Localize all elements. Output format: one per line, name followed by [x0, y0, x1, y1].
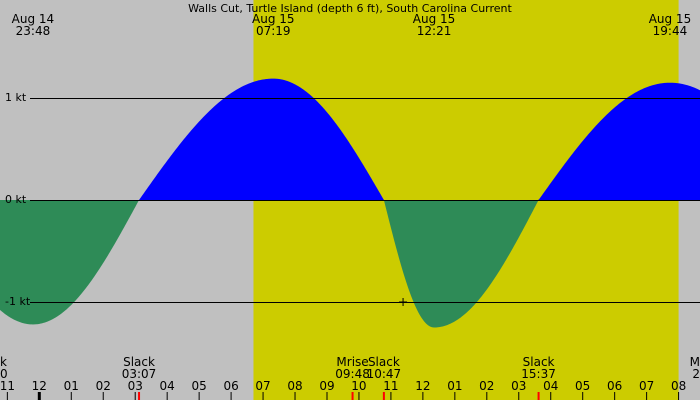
- top-label-time: 23:48: [16, 24, 51, 38]
- hour-tick-label: 10: [351, 379, 366, 393]
- hour-tick-label: 02: [479, 379, 494, 393]
- edge-event-time: 2: [692, 367, 700, 381]
- hour-tick-label: 07: [639, 379, 654, 393]
- hour-tick-label: 03: [511, 379, 526, 393]
- hour-tick-label: 09: [319, 379, 334, 393]
- event-tick: [351, 392, 354, 400]
- event-time: 03:07: [122, 367, 157, 381]
- event-time: 15:37: [521, 367, 556, 381]
- event-time: 09:48: [335, 367, 370, 381]
- y-tick-label: 1 kt: [5, 91, 27, 104]
- event-tick: [382, 392, 385, 400]
- event-tick: [138, 392, 141, 400]
- hour-tick-label: 02: [96, 379, 111, 393]
- y-tick-label: 0 kt: [5, 193, 27, 206]
- flood-current-area: [0, 78, 700, 200]
- top-label-time: 07:19: [256, 24, 291, 38]
- top-label-date: Aug 15: [649, 12, 692, 26]
- event-name: Mrise: [336, 355, 368, 369]
- hour-tick-label: 05: [575, 379, 590, 393]
- gridlines: 1 kt 0 kt -1 kt: [5, 91, 700, 308]
- event-time: 10:47: [367, 367, 402, 381]
- event-name: Slack: [523, 355, 555, 369]
- ebb-current-area: [0, 200, 700, 328]
- edge-event-name: k: [0, 355, 7, 369]
- midnight-marker: [37, 392, 41, 400]
- hour-tick-label: 04: [160, 379, 175, 393]
- top-label-date: Aug 15: [413, 12, 456, 26]
- event-tick: [537, 392, 540, 400]
- edge-event-time: 0: [0, 367, 8, 381]
- hour-tick-label: 01: [64, 379, 79, 393]
- y-tick-label: -1 kt: [5, 295, 31, 308]
- hour-tick-label: 08: [671, 379, 686, 393]
- cross-marker: [399, 298, 408, 306]
- top-label-date: Aug 15: [252, 12, 295, 26]
- hour-axis: 11 12 01 02 03 04 05 06 07 08 09 10 11 12 01 02 03 04 05 06…: [0, 379, 686, 400]
- top-label-time: 12:21: [417, 24, 452, 38]
- hour-tick-label: 08: [287, 379, 302, 393]
- top-label-time: 19:44: [653, 24, 688, 38]
- hour-tick-label: 05: [191, 379, 206, 393]
- top-label-date: Aug 14: [12, 12, 55, 26]
- hour-tick-label: 12: [32, 379, 47, 393]
- hour-tick-label: 07: [255, 379, 270, 393]
- event-name: Slack: [368, 355, 400, 369]
- hour-tick-label: 11: [0, 379, 15, 393]
- hour-tick-label: 11: [383, 379, 398, 393]
- bottom-event-labels: Slack03:07Mrise09:48Slack10:47Slack15:37…: [0, 355, 700, 381]
- chart-title: Walls Cut, Turtle Island (depth 6 ft), S…: [188, 2, 512, 15]
- hour-tick-label: 01: [447, 379, 462, 393]
- hour-tick-label: 03: [128, 379, 143, 393]
- hour-tick-label: 04: [543, 379, 558, 393]
- hour-tick-label: 06: [607, 379, 622, 393]
- hour-tick-label: 06: [223, 379, 238, 393]
- event-name: Slack: [123, 355, 155, 369]
- hour-tick-label: 12: [415, 379, 430, 393]
- edge-event-name: M: [690, 355, 700, 369]
